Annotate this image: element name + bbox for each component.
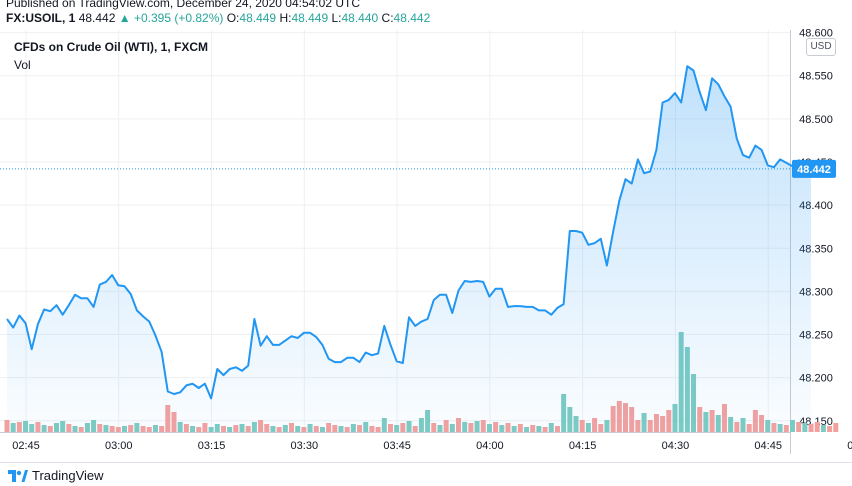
quote-bar: FX:USOIL, 1 48.442 ▲ +0.395 (+0.82%) O:4… xyxy=(6,11,430,25)
up-arrow-icon: ▲ xyxy=(118,11,131,25)
close-label: C: xyxy=(381,11,394,25)
x-tick-label: 03:00 xyxy=(105,440,133,452)
x-tick-label: 02:45 xyxy=(12,440,40,452)
currency-button[interactable]: USD xyxy=(806,38,836,56)
open-label: O: xyxy=(226,11,240,25)
current-price-badge xyxy=(792,159,836,178)
symbol: FX:USOIL, 1 xyxy=(6,11,76,25)
volume-bar xyxy=(820,425,826,432)
change-value: +0.395 (+0.82%) xyxy=(133,11,224,25)
close-value: 48.442 xyxy=(393,11,431,25)
open-value: 48.449 xyxy=(239,11,277,25)
x-tick-label: 05:00 xyxy=(847,440,852,452)
price-line xyxy=(6,65,812,400)
x-tick-label: 03:30 xyxy=(291,440,319,452)
low-label: L: xyxy=(331,11,342,25)
y-tick-label: 48.500 xyxy=(799,114,833,126)
high-label: H: xyxy=(279,11,292,25)
published-info: Published on TradingView.com, December 2… xyxy=(6,0,360,10)
y-tick-label: 48.550 xyxy=(799,71,833,83)
volume-bar xyxy=(833,423,839,432)
high-value: 48.449 xyxy=(291,11,329,25)
chart-title: CFDs on Crude Oil (WTI), 1, FXCM xyxy=(14,40,208,54)
x-tick-label: 04:00 xyxy=(476,440,504,452)
y-tick-label: 48.600 xyxy=(799,28,833,40)
price-chart[interactable]: 48.15048.20048.25048.30048.35048.40048.4… xyxy=(0,0,852,462)
volume-bar xyxy=(808,424,814,432)
volume-label: Vol xyxy=(14,58,31,72)
footer-brand[interactable]: TradingView xyxy=(32,468,104,483)
price-area xyxy=(7,66,811,432)
tradingview-logo-icon[interactable] xyxy=(8,470,28,482)
x-tick-label: 04:15 xyxy=(569,440,597,452)
current-price-label: 48.442 xyxy=(797,164,831,176)
last-price: 48.442 xyxy=(78,11,116,25)
volume-bar xyxy=(814,422,820,432)
x-tick-label: 03:45 xyxy=(383,440,411,452)
x-tick-label: 04:45 xyxy=(754,440,782,452)
low-value: 48.440 xyxy=(341,11,379,25)
footer: TradingView xyxy=(0,462,852,486)
x-tick-label: 04:30 xyxy=(662,440,690,452)
volume-bar xyxy=(827,426,833,432)
x-tick-label: 03:15 xyxy=(198,440,226,452)
